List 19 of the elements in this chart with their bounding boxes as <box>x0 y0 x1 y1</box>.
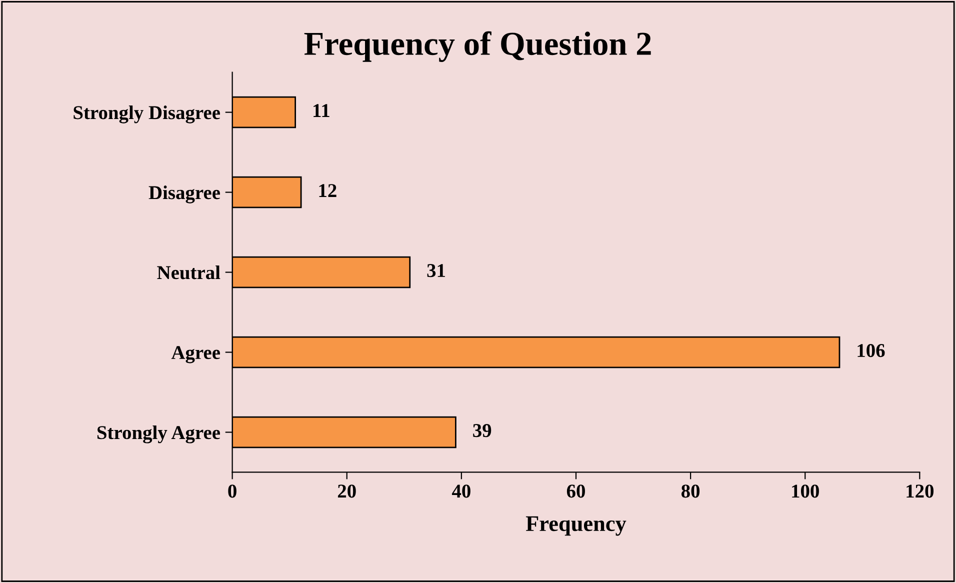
data-label: 12 <box>319 184 336 197</box>
y-tick-label: Disagree <box>148 186 220 204</box>
y-tick-label: Strongly Agree <box>97 425 220 444</box>
x-tick-label: 60 <box>566 484 585 498</box>
data-label: 11 <box>314 104 330 117</box>
x-tick-label: 20 <box>338 484 356 498</box>
y-tick-label: Strongly Disagree <box>74 106 220 124</box>
y-tick-label: Neutral <box>157 266 220 280</box>
x-axis-title: Frequency <box>526 516 626 536</box>
y-tick-label: Agree <box>171 346 220 364</box>
x-tick-label: 40 <box>452 484 470 498</box>
x-tick-label: 100 <box>792 484 819 498</box>
data-label: 106 <box>858 344 885 358</box>
x-tick-label: 0 <box>228 484 236 498</box>
x-tick-label: 120 <box>906 484 934 498</box>
data-label: 39 <box>473 424 492 438</box>
chart-title: Frequency of Question 2 <box>304 31 651 62</box>
x-tick-label: 80 <box>681 484 700 498</box>
data-label: 31 <box>427 264 445 278</box>
